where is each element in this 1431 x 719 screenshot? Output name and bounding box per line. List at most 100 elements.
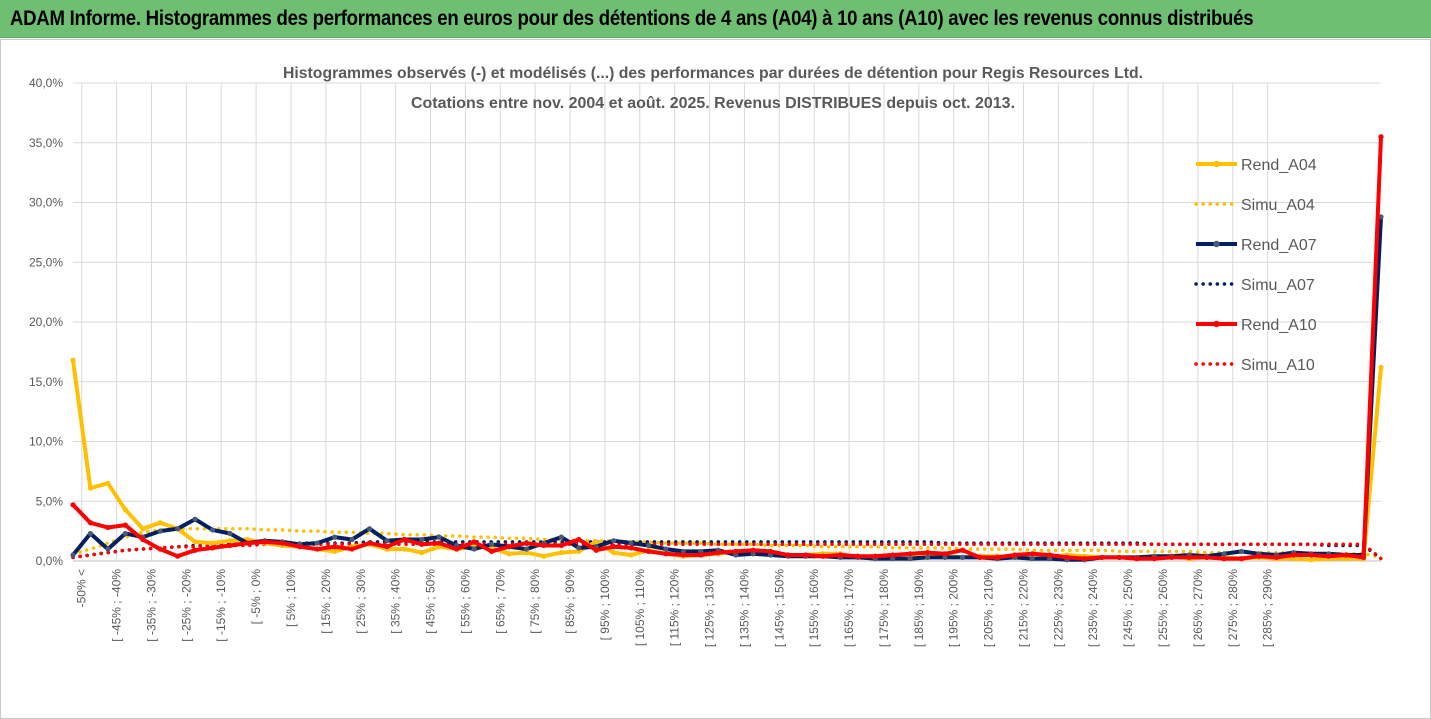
- data-point: [1221, 551, 1227, 557]
- data-point: [698, 548, 704, 555]
- data-point: [87, 485, 94, 491]
- x-tick-label: [ 15% ; 20%: [319, 569, 333, 634]
- data-point: [436, 534, 442, 540]
- x-tick-label: [ 105% ; 110%: [633, 569, 647, 646]
- data-point: [820, 553, 826, 559]
- data-point: [209, 540, 216, 546]
- data-point: [1012, 552, 1018, 558]
- x-tick-label: [ 135% ; 140%: [737, 569, 751, 647]
- data-point: [419, 541, 425, 547]
- x-tick-label: [ -15% ; -10%: [214, 569, 228, 642]
- data-point: [506, 551, 512, 557]
- x-tick-label: [ 285% ; 290%: [1261, 569, 1275, 647]
- data-point: [523, 546, 530, 552]
- data-point: [227, 538, 233, 544]
- data-point: [332, 534, 338, 540]
- data-point: [611, 544, 617, 550]
- data-point: [332, 548, 338, 555]
- data-point: [70, 357, 76, 363]
- data-point: [1308, 557, 1314, 563]
- data-point: [105, 546, 111, 552]
- data-point: [680, 548, 687, 555]
- data-point: [471, 546, 477, 552]
- data-point: [541, 553, 547, 559]
- data-point: [122, 522, 128, 528]
- data-point: [645, 548, 652, 555]
- x-tick-label: [ 225% ; 230%: [1051, 569, 1065, 647]
- x-tick-label: [ 115% ; 120%: [668, 569, 682, 646]
- data-point: [715, 550, 721, 556]
- data-point: [314, 546, 320, 552]
- legend-label: Rend_A07: [1241, 237, 1317, 254]
- data-point: [87, 520, 94, 526]
- data-point: [907, 551, 913, 557]
- y-tick-label: 20,0%: [29, 315, 63, 329]
- data-point: [1169, 554, 1175, 561]
- data-point: [1099, 554, 1105, 561]
- data-point: [750, 551, 756, 557]
- data-point: [1081, 556, 1088, 562]
- data-point: [663, 546, 669, 552]
- data-point: [733, 552, 739, 558]
- grid-layer: [73, 82, 1381, 562]
- data-point: [105, 524, 111, 531]
- chart-title-line-2: Cotations entre nov. 2004 et août. 2025.…: [411, 95, 1015, 112]
- data-point: [366, 540, 373, 546]
- data-point: [122, 507, 128, 513]
- data-point: [1116, 554, 1122, 561]
- data-point: [488, 541, 495, 547]
- x-tick-label: [ 245% ; 250%: [1121, 569, 1135, 647]
- data-point: [1029, 551, 1035, 557]
- data-point: [209, 527, 216, 533]
- data-point: [419, 550, 425, 556]
- data-point: [558, 534, 564, 540]
- data-point: [994, 554, 1000, 561]
- series-line-rend-a10: [71, 136, 1383, 561]
- data-point: [733, 548, 739, 555]
- data-point: [890, 552, 896, 558]
- data-point: [523, 550, 530, 556]
- data-point: [1378, 134, 1384, 140]
- data-point: [558, 550, 564, 556]
- data-point: [558, 542, 564, 549]
- data-point: [628, 540, 634, 546]
- x-tick-label: [ 165% ; 170%: [842, 569, 856, 647]
- data-point: [105, 480, 111, 486]
- x-tick-label: [ 265% ; 270%: [1191, 569, 1205, 647]
- data-point: [87, 530, 94, 537]
- data-point: [122, 530, 128, 537]
- data-point: [192, 539, 198, 545]
- data-point: [611, 538, 617, 544]
- data-point: [890, 556, 896, 562]
- data-point: [454, 546, 460, 552]
- data-point: [1186, 554, 1192, 561]
- data-point: [157, 546, 163, 552]
- data-point: [750, 547, 756, 553]
- data-point: [227, 530, 233, 537]
- data-point: [192, 547, 198, 553]
- data-point: [1256, 553, 1262, 559]
- data-point: [1151, 556, 1157, 562]
- data-point: [1238, 548, 1245, 555]
- data-point: [140, 536, 146, 543]
- x-tick-label: [ 205% ; 210%: [982, 569, 996, 647]
- data-point: [436, 540, 442, 546]
- data-point: [1291, 556, 1297, 562]
- x-tick-label: [ 45% ; 50%: [424, 569, 438, 634]
- data-point: [401, 546, 407, 552]
- data-point: [488, 548, 495, 555]
- data-point: [768, 548, 774, 555]
- y-tick-label: 10,0%: [29, 435, 63, 449]
- series-line-rend-a07: [71, 216, 1383, 562]
- legend-label: Rend_A04: [1241, 157, 1317, 174]
- data-point: [1343, 552, 1349, 558]
- data-point: [157, 528, 163, 534]
- data-point: [70, 552, 76, 558]
- x-tick-label: [ 175% ; 180%: [877, 569, 891, 647]
- data-point: [1134, 556, 1140, 562]
- legend: Rend_A04 Simu_A04 Rend_A07 Simu_A07 Rend_A10…: [1194, 157, 1317, 374]
- data-point: [785, 552, 791, 558]
- data-point: [872, 553, 878, 559]
- legend-marker: [1213, 160, 1220, 168]
- data-point: [244, 540, 250, 546]
